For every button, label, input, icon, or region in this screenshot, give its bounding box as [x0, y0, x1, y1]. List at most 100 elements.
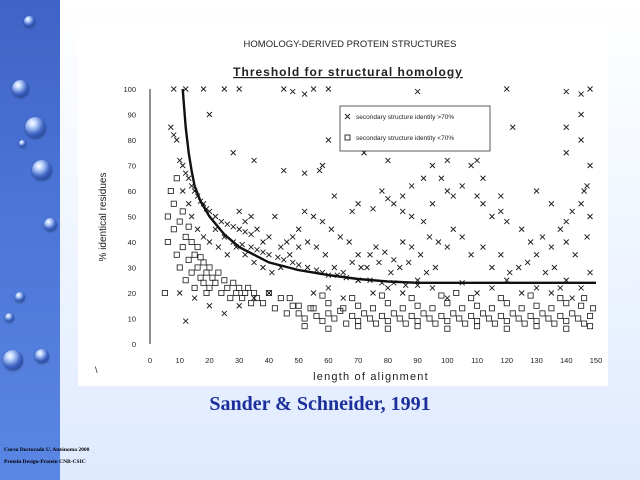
x-tick-label: 30 [235, 356, 243, 365]
legend-box [339, 105, 491, 152]
scatter-point-x [251, 259, 257, 266]
scatter-point-x [420, 175, 427, 182]
scatter-point-square [349, 312, 356, 319]
scatter-point-x [506, 269, 513, 276]
x-tick-label: 110 [471, 356, 483, 365]
footer-line-2: Protein Design-Protein CNB-CSIC [4, 459, 86, 465]
scatter-point-x [587, 269, 593, 276]
scatter-point-square [161, 289, 168, 296]
scatter-point-square [361, 310, 368, 317]
scatter-point-square [355, 318, 362, 325]
scatter-point-x [390, 257, 397, 263]
scatter-point-square [399, 305, 406, 312]
scatter-point-x [438, 175, 445, 182]
scatter-point-x [200, 234, 207, 240]
scatter-point-x [260, 249, 266, 256]
scatter-point-x [388, 269, 394, 276]
scatter-chart: HOMOLOGY-DERIVED PROTEIN STRUCTURES Thre… [95, 39, 602, 383]
y-tick-label: 80 [128, 136, 136, 145]
scatter-point-x [474, 290, 480, 296]
scatter-point-x [218, 218, 225, 225]
scatter-point-x [254, 226, 260, 233]
scatter-point-square [548, 305, 555, 312]
scatter-point-square [170, 226, 177, 233]
scatter-point-square [200, 279, 207, 286]
scatter-point-x [408, 213, 415, 220]
scatter-point-x [319, 218, 326, 225]
scatter-point-square [319, 292, 326, 299]
scatter-point-x [221, 86, 228, 92]
scatter-point-x [432, 264, 439, 271]
scatter-point-x [542, 269, 549, 276]
scatter-point-square [444, 300, 451, 307]
scatter-point-square [480, 310, 487, 317]
scatter-point-square [396, 315, 403, 322]
x-tick-label: 40 [265, 356, 273, 365]
scatter-point-x [212, 213, 219, 220]
scatter-point-square [164, 238, 171, 245]
scatter-point-x [215, 244, 222, 250]
scatter-point-x [405, 259, 412, 266]
scatter-point-square [444, 318, 451, 325]
legend-label-low: secondary structure identity <70% [356, 135, 454, 142]
scatter-point-square [248, 300, 255, 307]
scatter-point-square [456, 315, 463, 322]
y-tick-label: 60 [128, 187, 136, 196]
scatter-point-square [277, 295, 284, 302]
scatter-point-square [515, 315, 522, 322]
scatter-point-x [450, 193, 457, 199]
scatter-point-x [584, 183, 590, 189]
scatter-point-x [242, 218, 248, 225]
scatter-point-x [417, 251, 424, 258]
scatter-point-x [480, 200, 486, 207]
scatter-point-square [182, 233, 189, 240]
scatter-point-x [563, 88, 570, 95]
x-tick-label: 50 [294, 356, 302, 365]
scatter-point-x [548, 290, 555, 296]
scatter-point-square [191, 284, 198, 291]
scatter-point-square [527, 292, 534, 299]
scatter-point-x [206, 239, 213, 245]
scatter-point-square [384, 325, 391, 332]
scatter-point-square [185, 256, 192, 263]
scatter-point-x [518, 290, 525, 296]
scatter-point-square [218, 289, 225, 296]
y-tick-label: 0 [132, 340, 136, 349]
scatter-point-x [283, 239, 290, 245]
y-tick-label: 90 [128, 111, 136, 120]
scatter-point-square [384, 300, 391, 307]
scatter-point-square [450, 310, 457, 317]
scatter-point-x [185, 175, 192, 182]
scatter-point-square [474, 302, 481, 309]
scatter-point-x [489, 264, 495, 271]
scatter-point-x [370, 206, 376, 212]
scatter-point-square [367, 315, 374, 322]
scatter-point-square [224, 284, 231, 291]
y-tick-label: 100 [123, 85, 136, 94]
scatter-point-x [515, 264, 522, 271]
scatter-point-square [488, 305, 495, 312]
scatter-point-square [209, 274, 216, 281]
scatter-point-x [468, 251, 474, 258]
scatter-point-x [289, 88, 296, 95]
scatter-point-square [313, 312, 320, 319]
scatter-point-x [236, 208, 243, 215]
scatter-point-x [572, 251, 579, 258]
scatter-point-x [578, 285, 584, 291]
scatter-point-x [269, 269, 275, 276]
scatter-point-square [176, 218, 183, 225]
scatter-point-x [254, 246, 260, 253]
scatter-point-x [489, 285, 495, 291]
scatter-point-x [316, 167, 323, 174]
scatter-point-x [310, 290, 317, 296]
scatter-point-x [435, 239, 442, 245]
scatter-point-x [385, 285, 391, 291]
bubble-icon [19, 140, 26, 147]
scatter-point-square [200, 259, 207, 266]
scatter-point-square [310, 305, 317, 312]
scatter-point-x [242, 251, 248, 258]
scatter-point-x [563, 149, 570, 156]
scatter-point-square [539, 310, 546, 317]
scatter-point-x [379, 188, 385, 194]
scatter-point-x [382, 249, 388, 256]
